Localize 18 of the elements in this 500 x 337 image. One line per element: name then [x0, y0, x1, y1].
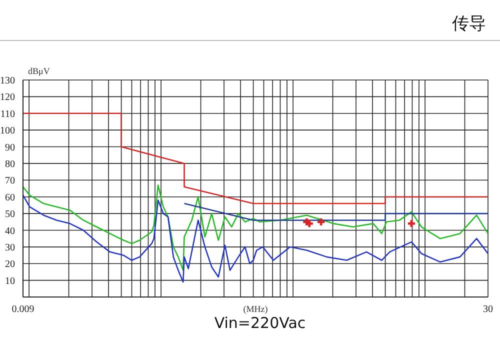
y-tick-label: 50: [5, 209, 15, 220]
y-tick-label: 120: [0, 92, 15, 104]
y-tick-label: 70: [5, 176, 15, 187]
y-axis-title: dBμV: [28, 66, 50, 76]
text: Vin=220Vac: [213, 314, 307, 332]
y-tick-label: 60: [5, 192, 15, 204]
y-tick-label: 130: [0, 76, 15, 87]
y-tick-label: 100: [0, 126, 15, 137]
y-tick-label: 80: [5, 159, 15, 170]
y-tick-label: 40: [5, 226, 15, 237]
y-tick-label: 90: [5, 142, 15, 154]
x-axis-title: (MHz): [243, 304, 268, 314]
y-tick-label: 10: [5, 276, 15, 287]
chart-title: 传导: [452, 13, 486, 35]
y-tick-label: 110: [0, 108, 15, 120]
y-tick-label: 20: [5, 259, 15, 270]
x-tick-label: 0.009: [12, 304, 34, 316]
y-tick-label: 30: [5, 242, 15, 254]
